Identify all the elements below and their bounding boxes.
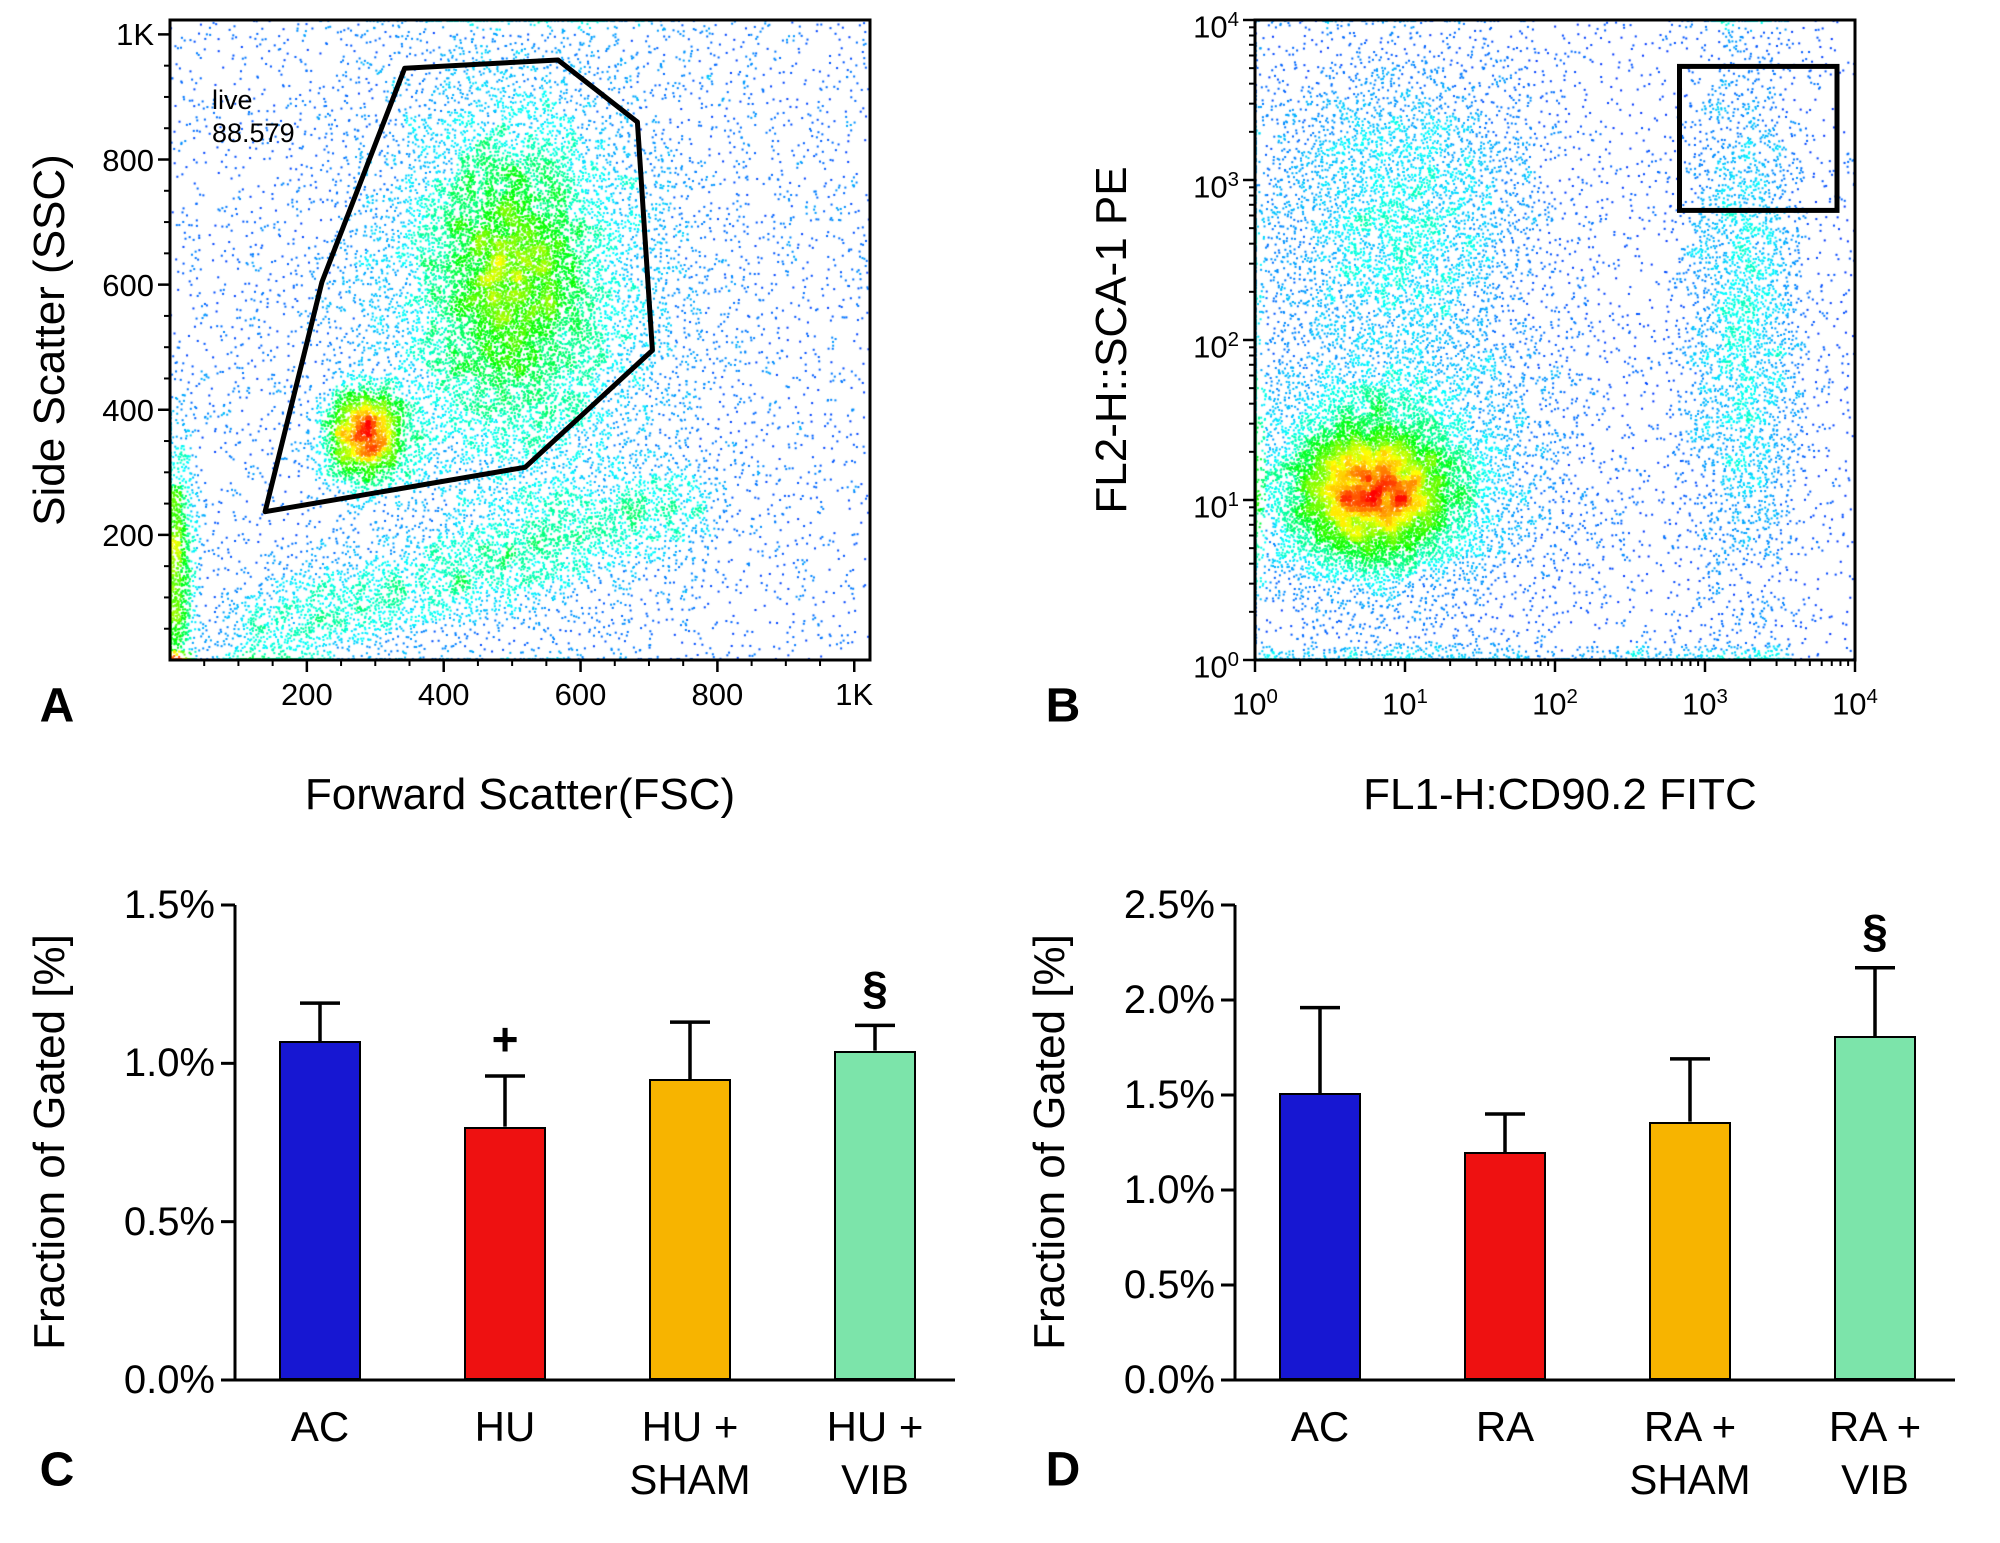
panel-c-y-axis-title: Fraction of Gated [%] (25, 934, 74, 1350)
panel-d-bar-RA (1464, 1152, 1546, 1380)
panel-c-category-label-1: HU (474, 1403, 536, 1450)
panel-d-category-label-1: RA (1475, 1403, 1535, 1450)
panel-a-ytick-label-1K: 1K (116, 17, 154, 53)
panel-c-significance-annotation-3: § (862, 962, 888, 1015)
panel-d-bar-AC (1279, 1093, 1361, 1380)
panel-c-bar-HUVIB (834, 1050, 916, 1380)
panel-d-category-label-3: RA + VIB (1828, 1403, 1922, 1503)
panel-a-gate-label: live 88.579 (212, 84, 295, 150)
panel-c-significance-annotation-1: + (491, 1013, 519, 1065)
panel-a-y-axis-title: Side Scatter (SSC) (25, 154, 74, 526)
panel-d-bar-RAVIB (1834, 1036, 1916, 1380)
panel-c-ytick-label-0.5%: 0.5% (123, 1199, 215, 1244)
panel-b-xtick-label-1e0: 100 (1232, 685, 1278, 722)
panel-d-significance-annotation-3: § (1862, 904, 1888, 957)
panel-c-category-label-3: HU + VIB (826, 1403, 924, 1503)
panel-c-category-label-0: AC (290, 1403, 350, 1450)
panel-d-ytick-label-2.5%: 2.5% (1123, 883, 1215, 927)
panel-b-ytick-label-1e4: 104 (1193, 8, 1239, 45)
panel-d-ytick-label-0.0%: 0.0% (1123, 1358, 1215, 1402)
panel-b-ytick-label-1e0: 100 (1193, 648, 1239, 685)
panel-a-ytick-label-800: 800 (102, 142, 154, 178)
gate-percent: 88.579 (212, 118, 295, 148)
panel-a-xtick-label-400: 400 (417, 677, 470, 712)
panel-b-y-axis-title: FL2-H::SCA-1 PE (1087, 166, 1136, 514)
panel-a-xtick-label-600: 600 (554, 677, 607, 712)
panel-b-xtick-label-1e3: 103 (1682, 685, 1728, 722)
panel-d-y-axis-title: Fraction of Gated [%] (1025, 934, 1074, 1350)
panel-b-xtick-label-1e1: 101 (1382, 685, 1428, 722)
panel-a-xtick-label-200: 200 (280, 677, 333, 712)
panel-d-ytick-label-1.0%: 1.0% (1123, 1168, 1215, 1212)
panel-c-ytick-label-1.5%: 1.5% (123, 883, 215, 927)
panel-b-xtick-label-1e4: 104 (1832, 685, 1878, 722)
panel-c-bar-HUSHAM (649, 1079, 731, 1380)
panel-a-ytick-label-200: 200 (102, 517, 154, 553)
panel-a-xtick-label-1K: 1K (835, 677, 874, 712)
panel-a-xtick-label-800: 800 (691, 677, 744, 712)
gate-name: live (212, 85, 253, 115)
panel-d-category-label-2: RA + SHAM (1629, 1403, 1751, 1503)
panel-a-ytick-label-600: 600 (102, 267, 154, 303)
panel-b-density-plot (1255, 20, 1855, 660)
panel-c-ytick-label-1.0%: 1.0% (123, 1041, 215, 1086)
panel-d-letter: D (1045, 1443, 1081, 1497)
panel-d-ytick-label-0.5%: 0.5% (1123, 1263, 1215, 1307)
panel-a-ytick-label-400: 400 (102, 392, 154, 428)
panel-d-category-label-0: AC (1290, 1403, 1350, 1450)
panel-a-letter: A (39, 679, 75, 733)
panel-d-ytick-label-2.0%: 2.0% (1123, 978, 1215, 1022)
panel-b-x-axis-title: FL1-H:CD90.2 FITC (1363, 770, 1757, 819)
panel-c-ytick-label-0.0%: 0.0% (123, 1358, 215, 1402)
panel-d-bar-RASHAM (1649, 1121, 1731, 1380)
panel-a-x-axis-title: Forward Scatter(FSC) (304, 770, 736, 819)
panel-b-ytick-label-1e3: 103 (1193, 168, 1239, 205)
panel-c-bar-AC (279, 1041, 361, 1380)
panel-b-ytick-label-1e2: 102 (1193, 328, 1239, 365)
panel-b-ytick-label-1e1: 101 (1193, 488, 1239, 525)
panel-c-bar-HU (464, 1126, 546, 1380)
panel-c-category-label-2: HU + SHAM (629, 1403, 751, 1503)
panel-b-xtick-label-1e2: 102 (1532, 685, 1578, 722)
panel-b-letter: B (1045, 679, 1081, 733)
panel-d-ytick-label-1.5%: 1.5% (1123, 1073, 1215, 1117)
panel-c-letter: C (39, 1443, 75, 1497)
